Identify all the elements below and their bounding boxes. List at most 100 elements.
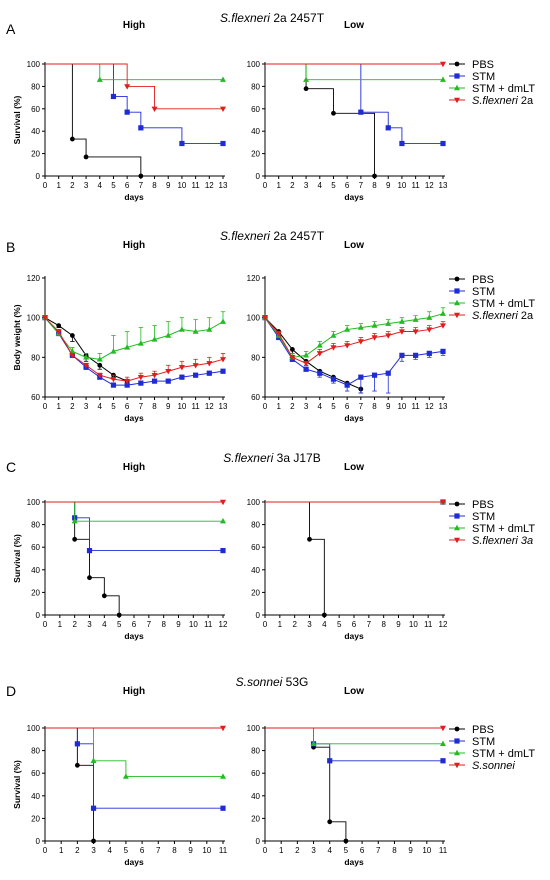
- y-tick-label: 20: [31, 588, 40, 597]
- data-point: [310, 740, 317, 747]
- data-point: [220, 318, 226, 324]
- x-tick-label: 9: [386, 181, 391, 190]
- x-tick-label: 6: [345, 181, 350, 190]
- x-tick-label: 10: [409, 620, 418, 629]
- series-line: [265, 63, 443, 81]
- x-tick-label: 5: [344, 846, 349, 855]
- legend-marker: [454, 524, 460, 531]
- series-stm: [45, 727, 226, 811]
- series-stm: [265, 727, 446, 764]
- legend-label: S.sonnei: [472, 760, 515, 772]
- x-tick-label: 8: [152, 402, 157, 411]
- data-point: [220, 518, 226, 524]
- y-tick-label: 20: [251, 814, 260, 823]
- data-point: [344, 343, 351, 349]
- legend-item-s-flexneri-2a: S.flexneri 2a: [449, 95, 534, 107]
- x-tick-label: 7: [156, 846, 161, 855]
- subplot-title: Low: [344, 20, 364, 31]
- data-point: [124, 378, 131, 385]
- x-tick-label: 3: [307, 620, 312, 629]
- legend-marker: [454, 513, 460, 519]
- data-point: [316, 351, 323, 357]
- data-point: [206, 370, 212, 376]
- x-tick-label: 4: [318, 402, 323, 411]
- legend-label: STM + dmLT: [472, 748, 535, 760]
- panel-title: S.flexneri 2a 2457T: [220, 229, 325, 243]
- x-tick-label: 11: [191, 181, 200, 190]
- data-point: [151, 106, 158, 112]
- data-point: [330, 332, 337, 338]
- legend-label: STM + dmLT: [472, 83, 535, 95]
- x-tick-label: 2: [292, 620, 297, 629]
- x-tick-label: 10: [422, 846, 431, 855]
- y-axis-label: Survival (%): [12, 534, 22, 583]
- x-tick-label: 2: [295, 846, 300, 855]
- y-tick-label: 80: [31, 353, 40, 362]
- y-tick-label: 120: [27, 274, 41, 283]
- data-point: [303, 366, 309, 372]
- data-point: [426, 350, 432, 356]
- x-tick-label: 6: [345, 402, 350, 411]
- legend-item-stm-dmlt: STM + dmLT: [449, 748, 535, 760]
- data-point: [440, 499, 446, 506]
- data-point: [303, 361, 310, 367]
- x-tick-label: 9: [166, 181, 171, 190]
- data-point: [303, 86, 309, 92]
- data-point: [321, 612, 327, 618]
- y-tick-label: 120: [247, 274, 261, 283]
- legend-marker: [454, 97, 460, 104]
- legend-marker: [454, 288, 460, 294]
- subplot-title: Low: [344, 240, 364, 251]
- x-tick-label: 4: [328, 846, 333, 855]
- legend-marker: [454, 726, 460, 732]
- panel-letter: B: [6, 239, 15, 255]
- data-point: [440, 61, 446, 68]
- data-point: [307, 536, 312, 542]
- y-tick-label: 40: [251, 127, 260, 136]
- legend-item-stm-dmlt: STM + dmLT: [449, 83, 535, 95]
- data-point: [137, 340, 144, 346]
- subplot-title: High: [123, 240, 145, 251]
- y-axis-label: Survival (%): [12, 96, 22, 145]
- data-point: [96, 372, 103, 379]
- x-tick-label: 12: [425, 181, 434, 190]
- data-point: [303, 76, 310, 82]
- x-tick-label: 7: [367, 620, 372, 629]
- data-point: [262, 315, 268, 321]
- series-line: [45, 63, 223, 81]
- data-point: [90, 805, 97, 811]
- data-point: [358, 109, 364, 115]
- y-tick-label: 40: [251, 566, 260, 575]
- data-point: [344, 326, 351, 332]
- series-stm: [45, 501, 226, 554]
- x-tick-label: 6: [132, 620, 137, 629]
- data-point: [69, 333, 75, 338]
- x-tick-label: 9: [386, 402, 391, 411]
- x-tick-label: 1: [279, 846, 284, 855]
- data-point: [398, 329, 405, 335]
- data-point: [357, 339, 364, 345]
- data-point: [116, 612, 122, 618]
- legend-marker: [454, 749, 460, 756]
- legend-label: S.flexneri 2a: [472, 95, 534, 107]
- data-point: [101, 593, 107, 599]
- data-point: [289, 347, 295, 352]
- data-point: [69, 353, 76, 359]
- y-tick-label: 20: [251, 588, 260, 597]
- y-tick-label: 60: [251, 543, 260, 552]
- x-tick-label: 5: [117, 620, 122, 629]
- data-point: [151, 378, 158, 384]
- data-point: [178, 326, 185, 332]
- panel-title: S.flexneri 3a J17B: [223, 451, 320, 465]
- x-axis-label: days: [344, 192, 364, 202]
- x-tick-label: 12: [219, 620, 228, 629]
- series-line: [264, 317, 362, 390]
- series-line: [45, 63, 142, 176]
- x-axis-label: days: [124, 631, 144, 641]
- y-tick-label: 20: [31, 814, 40, 823]
- legend-label: S.flexneri 2a: [472, 310, 534, 322]
